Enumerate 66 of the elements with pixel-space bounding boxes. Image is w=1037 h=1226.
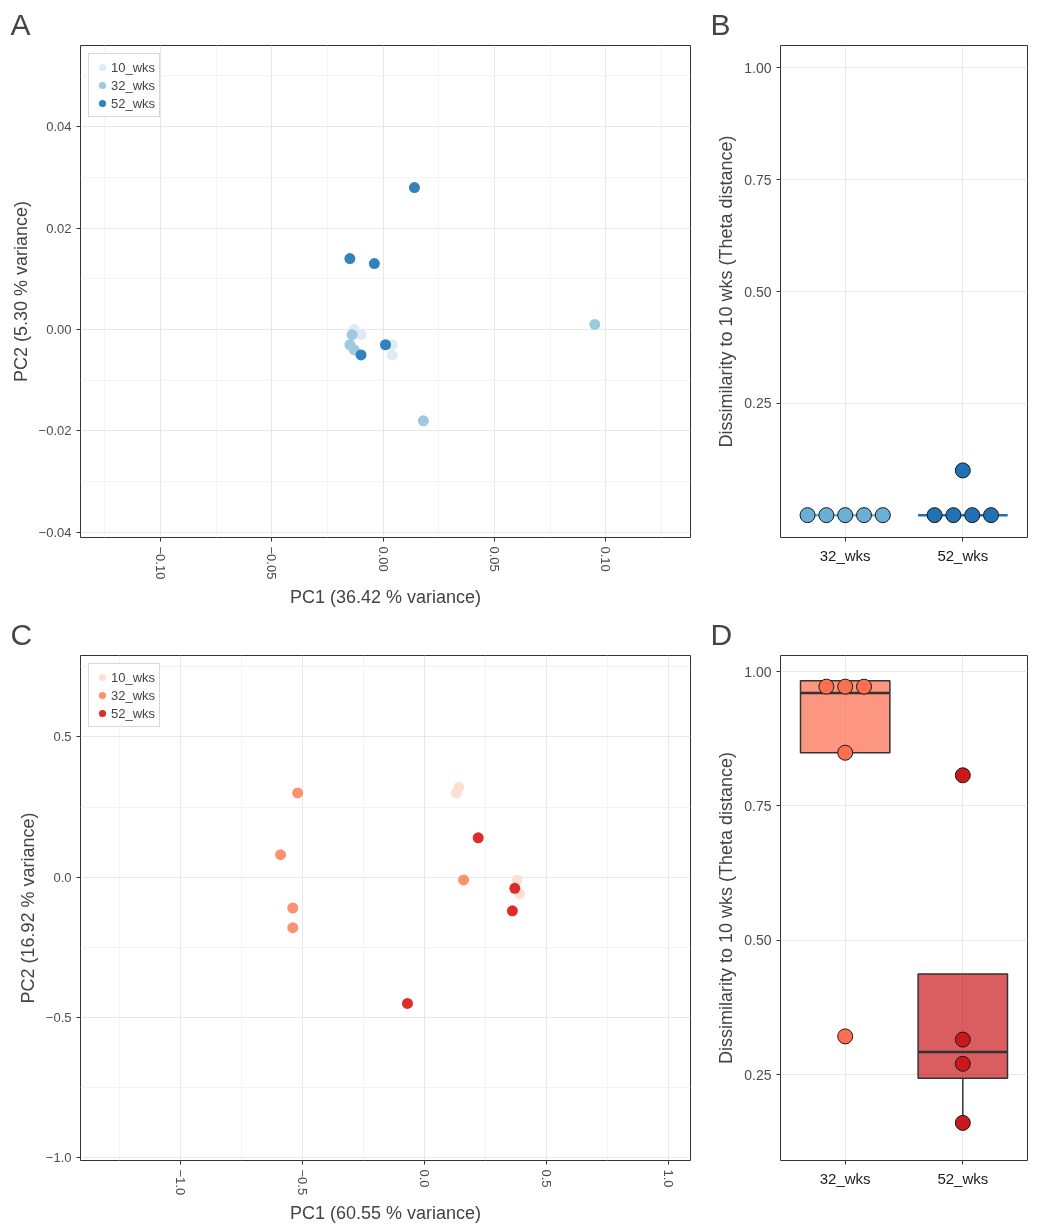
y-tick-label: 0.02 xyxy=(46,220,72,236)
point xyxy=(450,787,462,799)
x-tick-label: 0.5 xyxy=(539,1169,555,1188)
y-axis-title: Dissimilarity to 10 wks (Theta distance) xyxy=(716,751,737,1065)
chart-title: A xyxy=(10,7,31,41)
x-tick-label: 0.0 xyxy=(417,1169,433,1188)
chart-title: C xyxy=(10,617,33,651)
y-tick-label: 0.00 xyxy=(46,322,72,338)
point xyxy=(368,258,380,270)
x-tick-label: 32_wks xyxy=(819,1169,871,1187)
y-tick-label: 0.75 xyxy=(744,797,772,814)
point xyxy=(346,329,358,341)
x-tick-label: −0.5 xyxy=(295,1169,311,1196)
y-tick-label: −0.5 xyxy=(45,1009,72,1025)
y-tick-label: 1.00 xyxy=(744,663,772,680)
point xyxy=(355,349,367,361)
x-axis-title: PC1 (60.55 % variance) xyxy=(289,1203,482,1224)
x-tick-label: 52_wks xyxy=(937,546,989,564)
y-tick-label: 0.25 xyxy=(744,395,772,412)
point xyxy=(292,787,304,799)
y-axis-title: Dissimilarity to 10 wks (Theta distance) xyxy=(716,135,737,448)
y-tick-label: 0.25 xyxy=(744,1066,772,1083)
y-tick-label: 0.04 xyxy=(46,119,72,135)
x-tick-label: 1.0 xyxy=(661,1169,677,1188)
point xyxy=(408,182,420,194)
point xyxy=(506,905,518,917)
x-tick-label: −0.05 xyxy=(264,546,280,580)
legend-label: 52_wks xyxy=(111,95,156,111)
x-tick-label: 0.05 xyxy=(487,546,503,572)
legend-label: 10_wks xyxy=(111,669,156,685)
x-tick-label: 32_wks xyxy=(819,546,871,564)
y-tick-label: 1.00 xyxy=(744,59,772,76)
point xyxy=(275,849,287,861)
legend-label: 52_wks xyxy=(111,705,156,721)
x-tick-label: 0.00 xyxy=(375,546,391,572)
y-tick-label: 0.0 xyxy=(53,869,72,885)
point xyxy=(386,349,398,361)
point xyxy=(417,415,429,427)
point xyxy=(458,874,470,886)
point xyxy=(509,882,521,894)
y-tick-label: 0.5 xyxy=(53,729,72,745)
x-tick-label: 52_wks xyxy=(937,1169,989,1187)
point xyxy=(287,922,299,934)
y-tick-label: −0.02 xyxy=(38,423,72,439)
y-tick-label: 0.50 xyxy=(744,932,772,949)
chart-title: D xyxy=(710,617,733,651)
point xyxy=(589,318,601,330)
point xyxy=(287,902,299,914)
y-tick-label: 0.50 xyxy=(744,283,772,300)
x-tick-label: 0.10 xyxy=(598,546,614,572)
x-axis-title: PC1 (36.42 % variance) xyxy=(289,587,482,608)
point xyxy=(472,832,484,844)
point xyxy=(401,997,413,1009)
y-tick-label: −0.04 xyxy=(38,524,72,540)
y-tick-label: −1.0 xyxy=(45,1150,72,1166)
chart-title: B xyxy=(710,7,731,41)
point xyxy=(344,253,356,265)
legend-label: 32_wks xyxy=(111,77,156,93)
legend-label: 32_wks xyxy=(111,687,156,703)
legend-label: 10_wks xyxy=(111,59,156,75)
y-tick-label: 0.75 xyxy=(744,171,772,188)
y-axis-title: PC2 (5.30 % variance) xyxy=(10,200,31,383)
x-tick-label: −1.0 xyxy=(173,1169,189,1196)
x-tick-label: −0.10 xyxy=(153,546,169,580)
y-axis-title: PC2 (16.92 % variance) xyxy=(17,812,38,1004)
point xyxy=(380,339,391,351)
